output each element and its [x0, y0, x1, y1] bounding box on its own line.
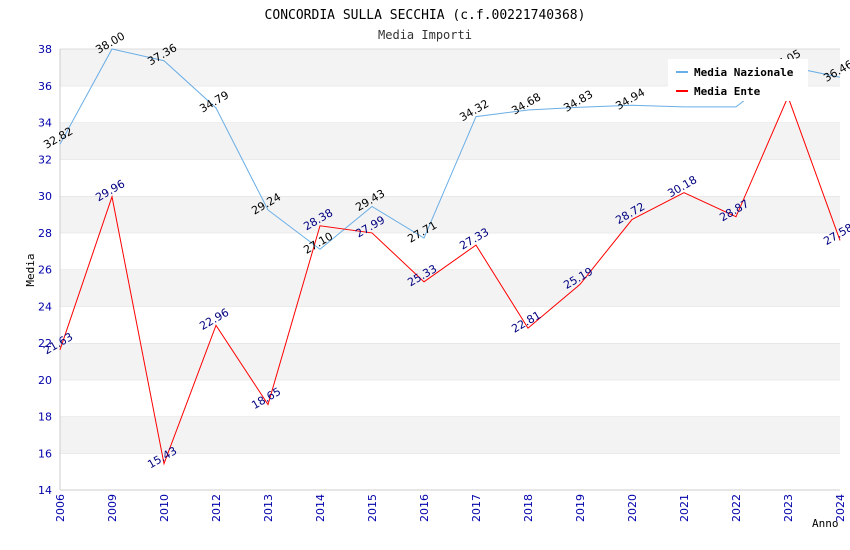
y-tick-label: 38 [38, 43, 52, 56]
chart-subtitle: Media Importi [378, 28, 472, 42]
x-tick-label: 2024 [834, 494, 847, 522]
x-tick-label: 2006 [54, 494, 67, 522]
y-tick-label: 22 [38, 337, 52, 350]
grid-band [60, 379, 840, 417]
legend: Media Nazionale Media Ente [668, 59, 808, 101]
grid-band [60, 196, 840, 233]
y-tick-label: 18 [38, 411, 52, 424]
grid-band [60, 269, 840, 307]
y-tick-label: 30 [38, 190, 52, 203]
y-tick-label: 36 [38, 80, 52, 93]
y-ticks: 14 16 18 20 22 24 26 28 30 32 34 36 38 [38, 43, 52, 497]
series-line-media-nazionale [59, 48, 841, 250]
x-tick-label: 2009 [106, 494, 119, 522]
y-tick-label: 28 [38, 227, 52, 240]
grid-band [60, 306, 840, 343]
grid-band [60, 343, 840, 380]
y-tick-label: 20 [38, 374, 52, 387]
x-tick-label: 2016 [418, 494, 431, 522]
x-tick-label: 2014 [314, 494, 327, 522]
y-tick-label: 16 [38, 447, 52, 460]
x-tick-label: 2021 [678, 494, 691, 522]
series-line-media-ente [59, 95, 841, 466]
x-tick-label: 2010 [158, 494, 171, 522]
x-ticks: 2006 2009 2010 2012 2013 2014 2015 2016 2017 2018… [54, 494, 847, 522]
x-tick-label: 2023 [782, 494, 795, 522]
series-lines [59, 48, 841, 466]
legend-entry: Media Nazionale [694, 66, 794, 79]
y-tick-label: 26 [38, 264, 52, 277]
x-tick-label: 2020 [626, 494, 639, 522]
y-axis-label: Media [24, 253, 37, 286]
x-tick-label: 2013 [262, 494, 275, 522]
grid-band [60, 122, 840, 160]
x-tick-label: 2012 [210, 494, 223, 522]
chart-title: CONCORDIA SULLA SECCHIA (c.f.00221740368… [265, 8, 586, 23]
legend-entry: Media Ente [694, 85, 761, 98]
legend-box [668, 59, 808, 101]
x-tick-label: 2017 [470, 494, 483, 522]
x-tick-label: 2015 [366, 494, 379, 522]
y-tick-label: 34 [38, 117, 52, 130]
axes [59, 49, 840, 491]
grid-bands [60, 48, 840, 490]
x-tick-label: 2022 [730, 494, 743, 522]
x-tick-label: 2018 [522, 494, 535, 522]
grid-band [60, 453, 840, 490]
x-tick-label: 2019 [574, 494, 587, 522]
y-tick-label: 32 [38, 153, 52, 166]
grid-band [60, 416, 840, 454]
y-tick-label: 24 [38, 300, 52, 313]
x-axis-label: Anno [812, 517, 839, 530]
y-tick-label: 14 [38, 484, 52, 497]
